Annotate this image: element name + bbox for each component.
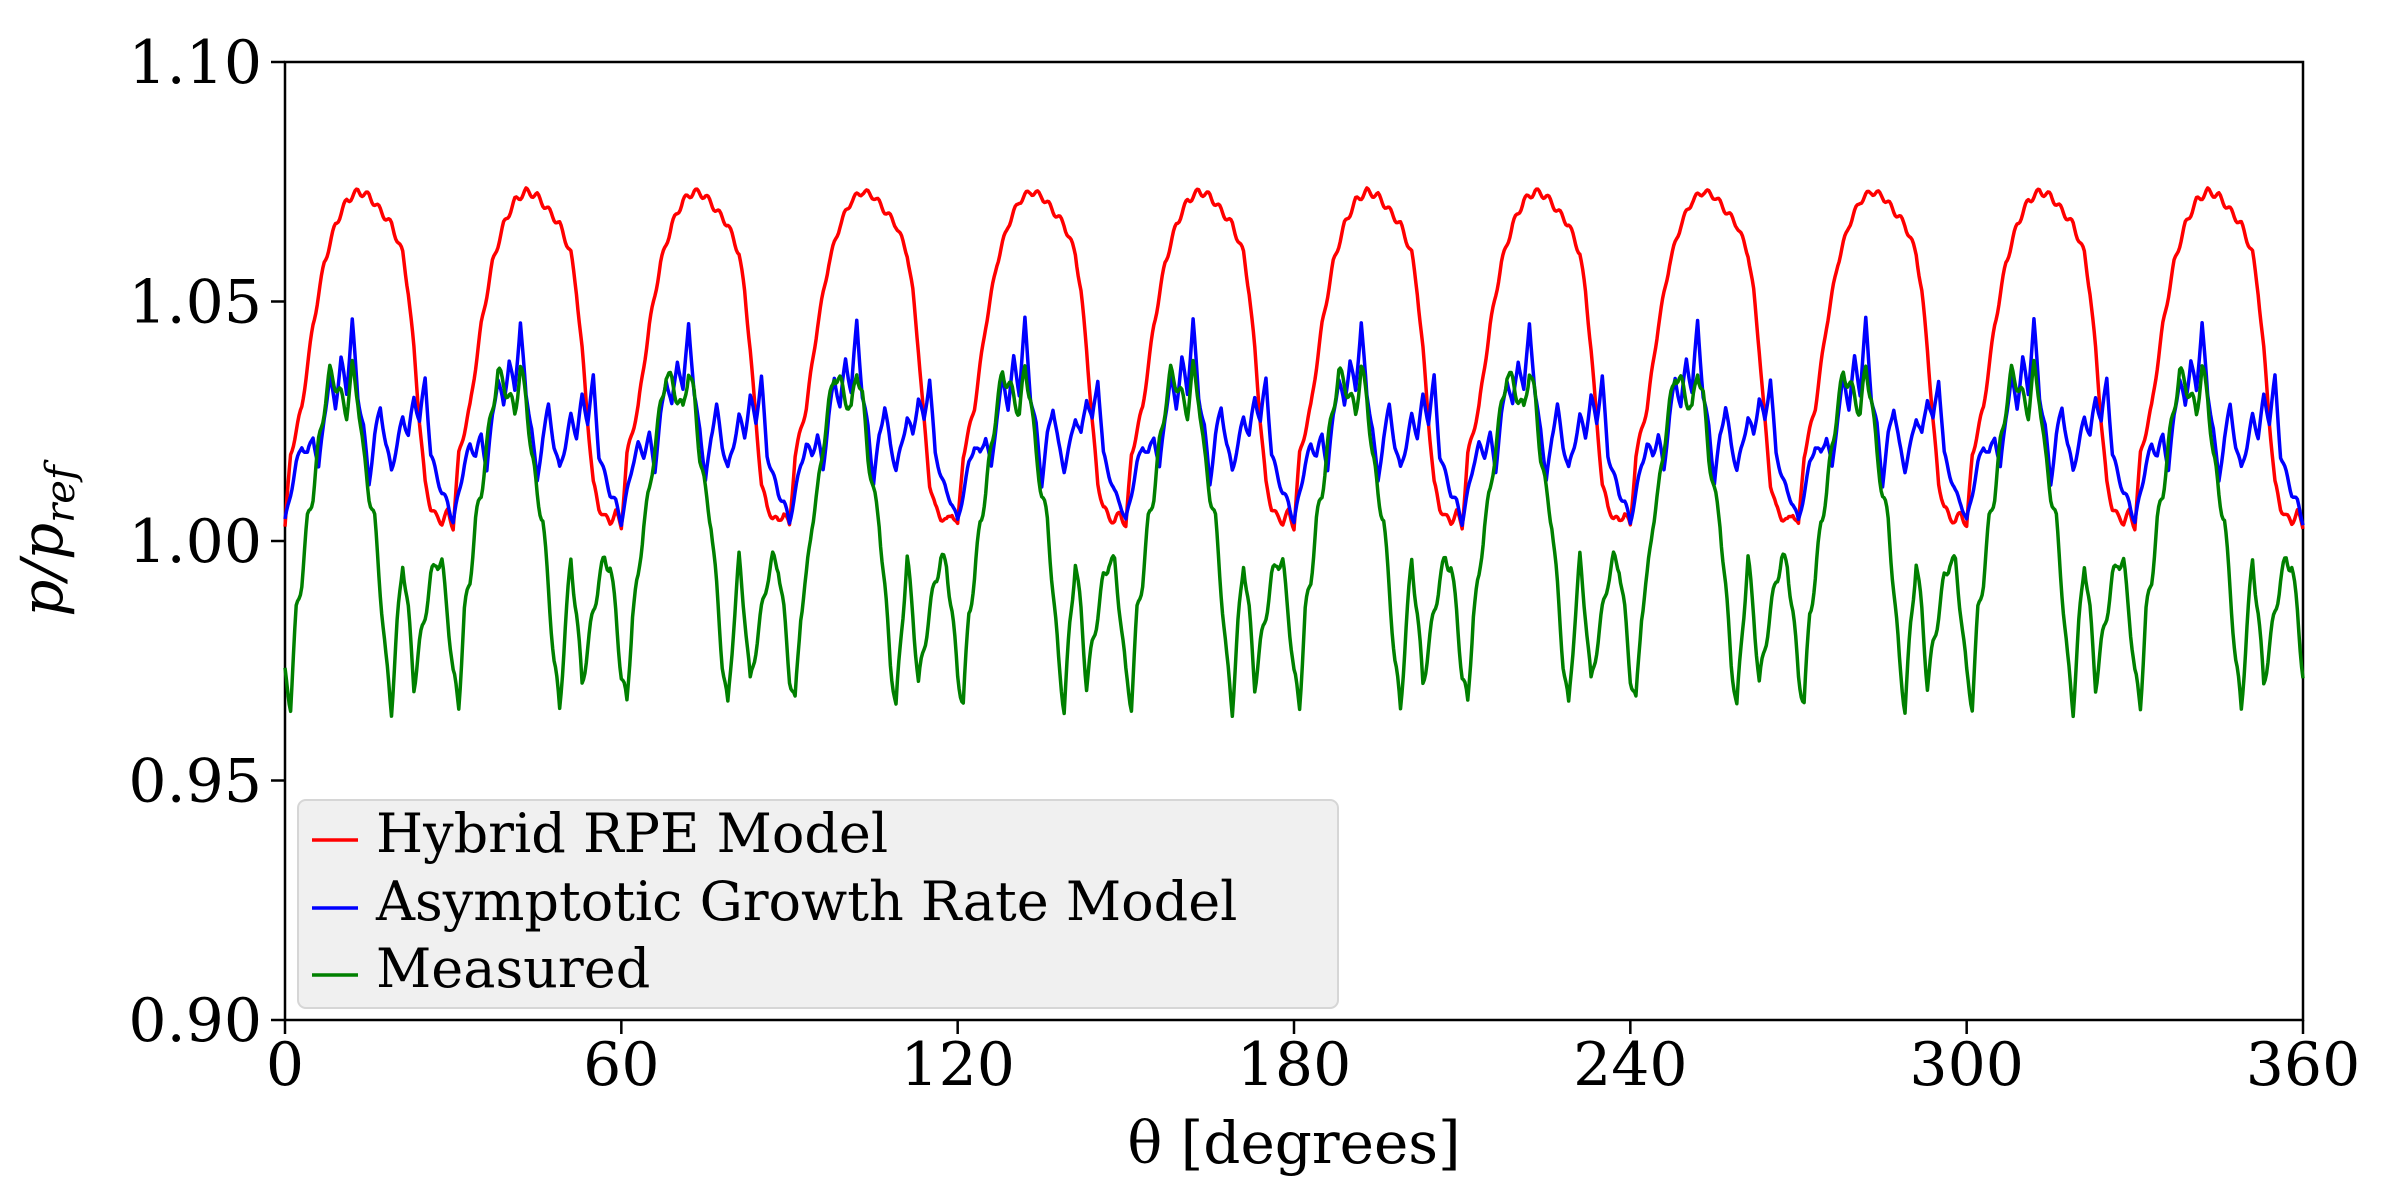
x-tick-label: 180: [1237, 1030, 1352, 1100]
x-tick-label: 60: [583, 1030, 659, 1100]
legend: Hybrid RPE Model Asymptotic Growth Rate …: [297, 799, 1339, 1009]
y-tick-label: 1.05: [128, 268, 262, 338]
y-axis-label-sub: ref: [38, 459, 84, 523]
series-line-measured: [283, 358, 2305, 719]
series-line-asymptotic-growth-rate-model: [283, 315, 2305, 528]
series-layer: [283, 186, 2305, 719]
legend-label-asymptotic: Asymptotic Growth Rate Model: [375, 870, 1237, 933]
y-axis: 0.90 0.95 1.00 1.05 1.10 p/pref: [8, 28, 285, 1056]
x-tick-label: 300: [1909, 1030, 2024, 1100]
x-tick-label: 0: [266, 1030, 304, 1100]
x-axis: 0 60 120 180 240 300 360 θ [degrees]: [266, 1020, 2360, 1177]
y-axis-label: p/pref: [8, 459, 84, 617]
legend-label-hybrid-rpe: Hybrid RPE Model: [376, 802, 888, 865]
x-tick-label: 120: [900, 1030, 1015, 1100]
legend-label-measured: Measured: [376, 937, 650, 1000]
y-tick-label: 0.95: [128, 747, 262, 817]
series-line-hybrid-rpe-model: [283, 186, 2305, 532]
x-axis-label: θ [degrees]: [1127, 1109, 1460, 1177]
y-tick-label: 0.90: [128, 986, 262, 1056]
legend-box: [297, 799, 1339, 1009]
x-tick-label: 240: [1573, 1030, 1688, 1100]
y-tick-label: 1.00: [128, 507, 262, 577]
y-tick-label: 1.10: [128, 28, 262, 98]
y-axis-label-main: p/p: [8, 523, 76, 617]
x-tick-label: 360: [2246, 1030, 2361, 1100]
